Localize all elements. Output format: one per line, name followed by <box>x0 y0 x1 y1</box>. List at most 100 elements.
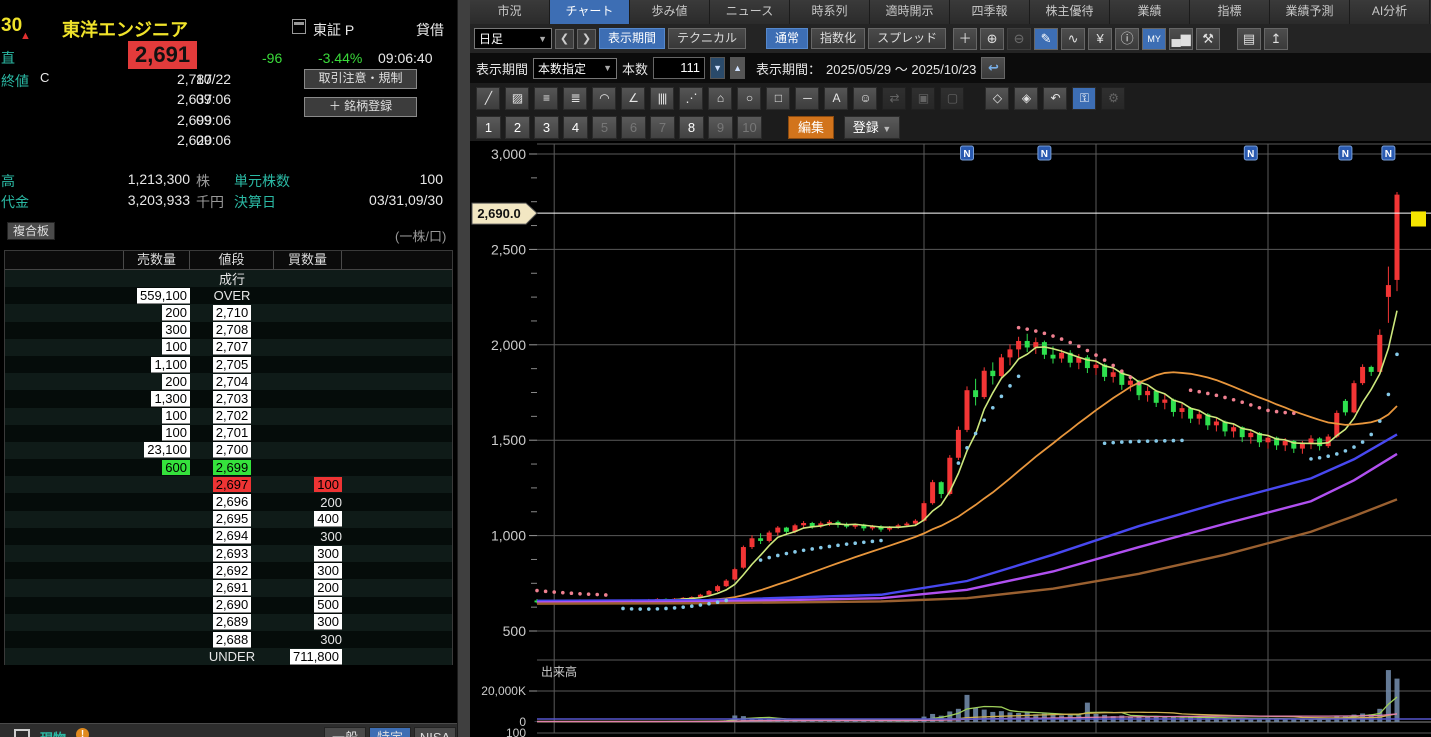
fan-lines-icon[interactable]: ∠ <box>621 87 645 110</box>
toolbar-button[interactable]: テクニカル <box>668 28 746 49</box>
pattern-button-2[interactable]: 2 <box>505 116 530 139</box>
edit-button[interactable]: 編集 <box>788 116 834 139</box>
order-book-row[interactable]: 2,694300 <box>5 528 452 545</box>
order-type-button[interactable]: 一般 <box>324 727 366 737</box>
trend-cursor-icon[interactable]: ∿ <box>1061 28 1085 50</box>
export-icon[interactable]: ↥ <box>1264 28 1288 50</box>
printer-icon[interactable]: ▤ <box>1237 28 1261 50</box>
yen-icon[interactable]: ¥ <box>1088 28 1112 50</box>
bar-count-input[interactable]: 111 <box>653 57 705 79</box>
order-book-row[interactable]: 1,1002,705 <box>5 356 452 373</box>
pattern-button-6[interactable]: 6 <box>621 116 646 139</box>
area-chart-icon[interactable]: ▄▆ <box>1169 28 1193 50</box>
order-book-row[interactable]: 6002,699 <box>5 459 452 476</box>
order-book-row[interactable]: 2,695400 <box>5 511 452 528</box>
order-book-row[interactable]: 2,692300 <box>5 562 452 579</box>
icon-stamp-icon[interactable]: ☺ <box>853 87 877 110</box>
order-book-row[interactable]: 2,693300 <box>5 545 452 562</box>
lock-icon[interactable]: ⚿ <box>1072 87 1096 110</box>
order-book-row[interactable]: 1,3002,703 <box>5 390 452 407</box>
mode-button[interactable]: スプレッド <box>868 28 946 49</box>
toolbar-button[interactable]: 表示期間 <box>599 28 665 49</box>
tab-7[interactable]: 株主優待 <box>1030 0 1110 24</box>
candlestick-chart-svg[interactable]: 3,0002,5002,0001,5001,00050020,000K0100出… <box>470 141 1431 737</box>
reset-range-button[interactable]: ↩ <box>981 57 1005 79</box>
zoom-out-icon[interactable]: ⊖ <box>1007 28 1031 50</box>
paste-icon[interactable]: ▢ <box>940 87 964 110</box>
prev-button[interactable]: ❮ <box>555 29 574 49</box>
panel-divider[interactable] <box>457 0 470 737</box>
order-book-row[interactable]: 559,100OVER <box>5 287 452 304</box>
tab-0[interactable]: 市況 <box>470 0 550 24</box>
eraser-icon[interactable]: ◇ <box>985 87 1009 110</box>
mode-button[interactable]: 通常 <box>766 28 808 49</box>
parallel-ruler-icon[interactable]: ▨ <box>505 87 529 110</box>
tab-10[interactable]: 業績予測 <box>1270 0 1350 24</box>
order-book-row[interactable]: 1002,707 <box>5 339 452 356</box>
order-book-row[interactable]: 2,689300 <box>5 614 452 631</box>
pattern-button-1[interactable]: 1 <box>476 116 501 139</box>
zoom-in-icon[interactable]: ⊕ <box>980 28 1004 50</box>
fibonacci-arc-icon[interactable]: ◠ <box>592 87 616 110</box>
tab-5[interactable]: 適時開示 <box>870 0 950 24</box>
timeframe-dropdown[interactable]: 日足 ▼ <box>474 28 552 49</box>
pattern-button-8[interactable]: 8 <box>679 116 704 139</box>
order-book-row[interactable]: 2,696200 <box>5 493 452 510</box>
pattern-button-10[interactable]: 10 <box>737 116 762 139</box>
order-book-row[interactable]: 2,690500 <box>5 597 452 614</box>
pattern-button-7[interactable]: 7 <box>650 116 675 139</box>
crosshair-icon[interactable]: ＋ <box>953 28 977 50</box>
register-dropdown-button[interactable]: 登録 ▼ <box>844 116 900 139</box>
next-button[interactable]: ❯ <box>577 29 596 49</box>
trendline-icon[interactable]: ╱ <box>476 87 500 110</box>
order-book-row[interactable]: 2,697100 <box>5 476 452 493</box>
vertical-lines-icon[interactable]: |||| <box>650 87 674 110</box>
pattern-button-9[interactable]: 9 <box>708 116 733 139</box>
register-stock-button[interactable]: ＋ 銘柄登録 <box>304 97 417 117</box>
order-book-row[interactable]: 1002,702 <box>5 408 452 425</box>
tab-1[interactable]: チャート <box>550 0 630 24</box>
eraser-all-icon[interactable]: ◈ <box>1014 87 1038 110</box>
tab-4[interactable]: 時系列 <box>790 0 870 24</box>
order-book-row[interactable]: 23,1002,700 <box>5 442 452 459</box>
copy-icon[interactable]: ▣ <box>911 87 935 110</box>
order-book-row[interactable]: 3002,708 <box>5 322 452 339</box>
order-type-button[interactable]: NISA <box>414 727 456 737</box>
gann-fan-icon[interactable]: ⋰ <box>679 87 703 110</box>
wrench-icon[interactable]: ⚒ <box>1196 28 1220 50</box>
order-type-button[interactable]: 特定 <box>369 727 411 737</box>
order-book-row[interactable]: 成行 <box>5 270 452 287</box>
tab-2[interactable]: 歩み値 <box>630 0 710 24</box>
undo-icon[interactable]: ↶ <box>1043 87 1067 110</box>
tab-8[interactable]: 業績 <box>1110 0 1190 24</box>
tab-9[interactable]: 指標 <box>1190 0 1270 24</box>
horizontal-lines4-icon[interactable]: ≣ <box>563 87 587 110</box>
tab-11[interactable]: AI分析 <box>1350 0 1430 24</box>
order-book-row[interactable]: UNDER711,800 <box>5 648 452 665</box>
composite-board-button[interactable]: 複合板 <box>7 222 55 240</box>
move-icon[interactable]: ⇄ <box>882 87 906 110</box>
mode-button[interactable]: 指数化 <box>811 28 865 49</box>
order-book-row[interactable]: 2,688300 <box>5 631 452 648</box>
pentagon-icon[interactable]: ⌂ <box>708 87 732 110</box>
circle-icon[interactable]: ○ <box>737 87 761 110</box>
spin-down-button[interactable]: ▼ <box>710 57 725 79</box>
settings-gear-icon[interactable]: ⚙ <box>1101 87 1125 110</box>
horizontal-lines3-icon[interactable]: ≡ <box>534 87 558 110</box>
info-icon[interactable]: ⓘ <box>1115 28 1139 50</box>
spin-up-button[interactable]: ▲ <box>730 57 745 79</box>
text-tool-icon[interactable]: A <box>824 87 848 110</box>
my-indicator-icon[interactable]: MY <box>1142 28 1166 50</box>
order-book-row[interactable]: 2002,710 <box>5 304 452 321</box>
order-book-row[interactable]: 2002,704 <box>5 373 452 390</box>
draw-pencil-icon[interactable]: ✎ <box>1034 28 1058 50</box>
horizontal-line-icon[interactable]: ─ <box>795 87 819 110</box>
period-mode-dropdown[interactable]: 本数指定 ▼ <box>533 58 617 79</box>
order-book-row[interactable]: 1002,701 <box>5 425 452 442</box>
pattern-button-4[interactable]: 4 <box>563 116 588 139</box>
order-book-row[interactable]: 2,691200 <box>5 579 452 596</box>
tab-3[interactable]: ニュース <box>710 0 790 24</box>
pattern-button-3[interactable]: 3 <box>534 116 559 139</box>
rectangle-icon[interactable]: □ <box>766 87 790 110</box>
pattern-button-5[interactable]: 5 <box>592 116 617 139</box>
